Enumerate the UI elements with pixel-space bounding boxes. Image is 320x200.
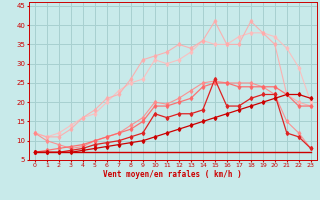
X-axis label: Vent moyen/en rafales ( km/h ): Vent moyen/en rafales ( km/h ) [103,170,242,179]
